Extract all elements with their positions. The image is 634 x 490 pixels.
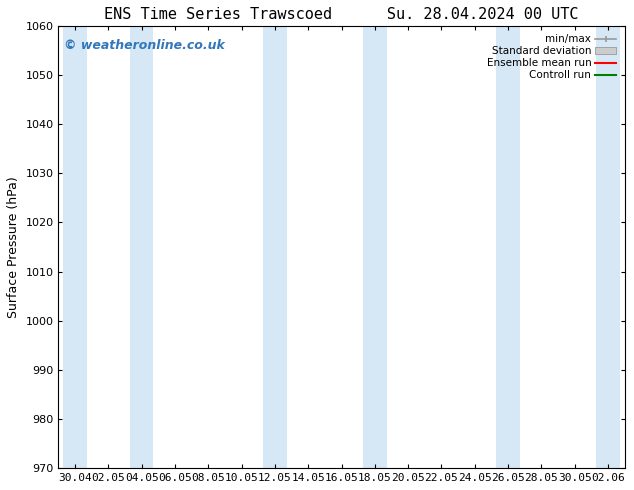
Title: ENS Time Series Trawscoed      Su. 28.04.2024 00 UTC: ENS Time Series Trawscoed Su. 28.04.2024… [105, 7, 579, 22]
Bar [263, 26, 287, 468]
Bar [597, 26, 619, 468]
Bar [496, 26, 520, 468]
Bar [363, 26, 387, 468]
Text: © weatheronline.co.uk: © weatheronline.co.uk [64, 39, 225, 52]
Bar [63, 26, 87, 468]
Legend: min/max, Standard deviation, Ensemble mean run, Controll run: min/max, Standard deviation, Ensemble me… [483, 31, 619, 84]
Y-axis label: Surface Pressure (hPa): Surface Pressure (hPa) [7, 176, 20, 318]
Bar [130, 26, 153, 468]
